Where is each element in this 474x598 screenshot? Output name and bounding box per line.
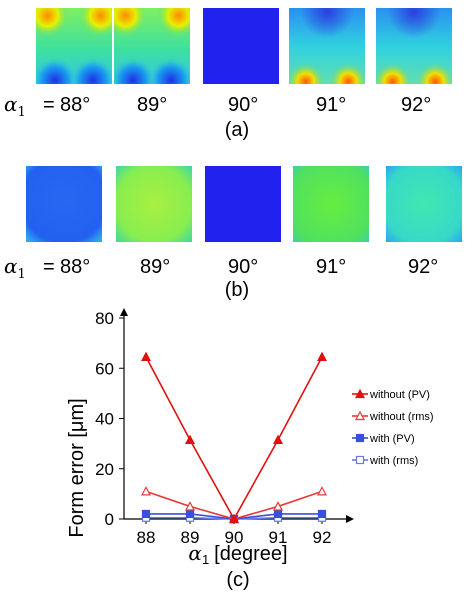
form-error-chart: Form error [μm] 0 20 40 60 80 88 89 90 91 92 with…	[66, 308, 434, 591]
x-axis-arrow	[346, 515, 354, 523]
legend-marker-3	[355, 433, 365, 443]
series-2-point	[317, 486, 327, 496]
series-1-point	[185, 434, 195, 444]
legend-label-3: with (PV)	[369, 433, 415, 445]
angle-label-b-90: 90°	[228, 256, 259, 278]
y-tick-label: 40	[95, 410, 114, 429]
caption-a: (a)	[224, 119, 250, 141]
alpha-subscript: 1	[17, 105, 26, 120]
chart-legend: without (PV) without (rms) with (PV) with (…	[352, 388, 434, 467]
angle-label-b-88: 88°	[60, 256, 91, 278]
equals-sign-b: =	[43, 256, 55, 278]
panel-a-colormap-1	[36, 8, 112, 84]
x-tick-label: 90	[225, 528, 244, 547]
angle-label-b-91: 91°	[316, 256, 347, 278]
x-tick-label: 88	[137, 528, 156, 547]
angle-label-a-91: 91°	[316, 94, 347, 116]
x-axis-label: α1 [degree]	[188, 541, 287, 567]
panel-b-colormap-4	[293, 166, 369, 242]
series-1-point	[273, 434, 283, 444]
angle-label-b-89: 89°	[140, 256, 171, 278]
plot-area: 0 20 40 60 80 88 89 90 91 92	[95, 308, 354, 547]
y-tick-label: 0	[105, 510, 114, 529]
panel-b-colormap-3	[205, 166, 281, 242]
alpha-subscript: 1	[17, 267, 26, 282]
y-tick-label: 80	[95, 309, 114, 328]
series-2-point	[185, 501, 195, 511]
legend-label-4: with (rms)	[369, 455, 418, 467]
angle-label-a-88: 88°	[60, 94, 91, 116]
alpha-label-a: α1	[4, 92, 26, 120]
legend-label-2: without (rms)	[369, 411, 434, 423]
series-3-point	[185, 509, 195, 519]
alpha-label-b: α1	[4, 254, 26, 282]
x-axis-label-unit: [degree]	[214, 543, 287, 565]
angle-label-a-92: 92°	[401, 94, 432, 116]
panel-b-colormap-2	[116, 166, 192, 242]
legend-marker-2	[355, 410, 365, 421]
alpha-symbol: α	[4, 92, 18, 116]
legend-marker-4	[355, 455, 365, 465]
y-axis-arrow	[120, 308, 128, 316]
series-2-point	[141, 486, 151, 496]
x-axis-label-subscript: 1	[202, 552, 209, 567]
y-axis-label: Form error [μm]	[66, 398, 88, 537]
panel-a-colormap-3	[203, 8, 279, 84]
angle-label-a-89: 89°	[137, 94, 168, 116]
alpha-symbol: α	[4, 254, 18, 278]
angle-label-b-92: 92°	[408, 256, 439, 278]
series-line-1	[145, 356, 323, 521]
y-tick-label: 20	[95, 460, 114, 479]
series-1-point	[317, 351, 327, 362]
series-1-point	[141, 351, 151, 362]
x-axis-label-symbol: α	[188, 541, 202, 565]
series-3-point	[317, 509, 327, 519]
panel-a-colormap-5	[376, 8, 452, 84]
panel-a-colormap-2	[114, 8, 190, 84]
panel-a-colormap-4	[289, 8, 365, 84]
series-3-point	[141, 509, 151, 519]
series-3-point	[273, 509, 283, 519]
series-1-point	[229, 513, 239, 524]
caption-b: (b)	[224, 279, 250, 301]
equals-sign-a: =	[43, 94, 55, 116]
x-tick-label: 92	[313, 528, 332, 547]
legend-marker-1	[355, 388, 365, 399]
y-axis-label-text: Form error [μm]	[66, 398, 88, 537]
x-tick-label: 91	[269, 528, 288, 547]
x-tick-label: 89	[181, 528, 200, 547]
series-2-point	[273, 501, 283, 511]
angle-label-a-90: 90°	[228, 94, 259, 116]
y-tick-label: 60	[95, 359, 114, 378]
legend-label-1: without (PV)	[369, 389, 430, 401]
panel-b-colormap-5	[386, 166, 462, 242]
panel-b-colormap-1	[26, 166, 102, 242]
caption-c: (c)	[226, 569, 249, 591]
